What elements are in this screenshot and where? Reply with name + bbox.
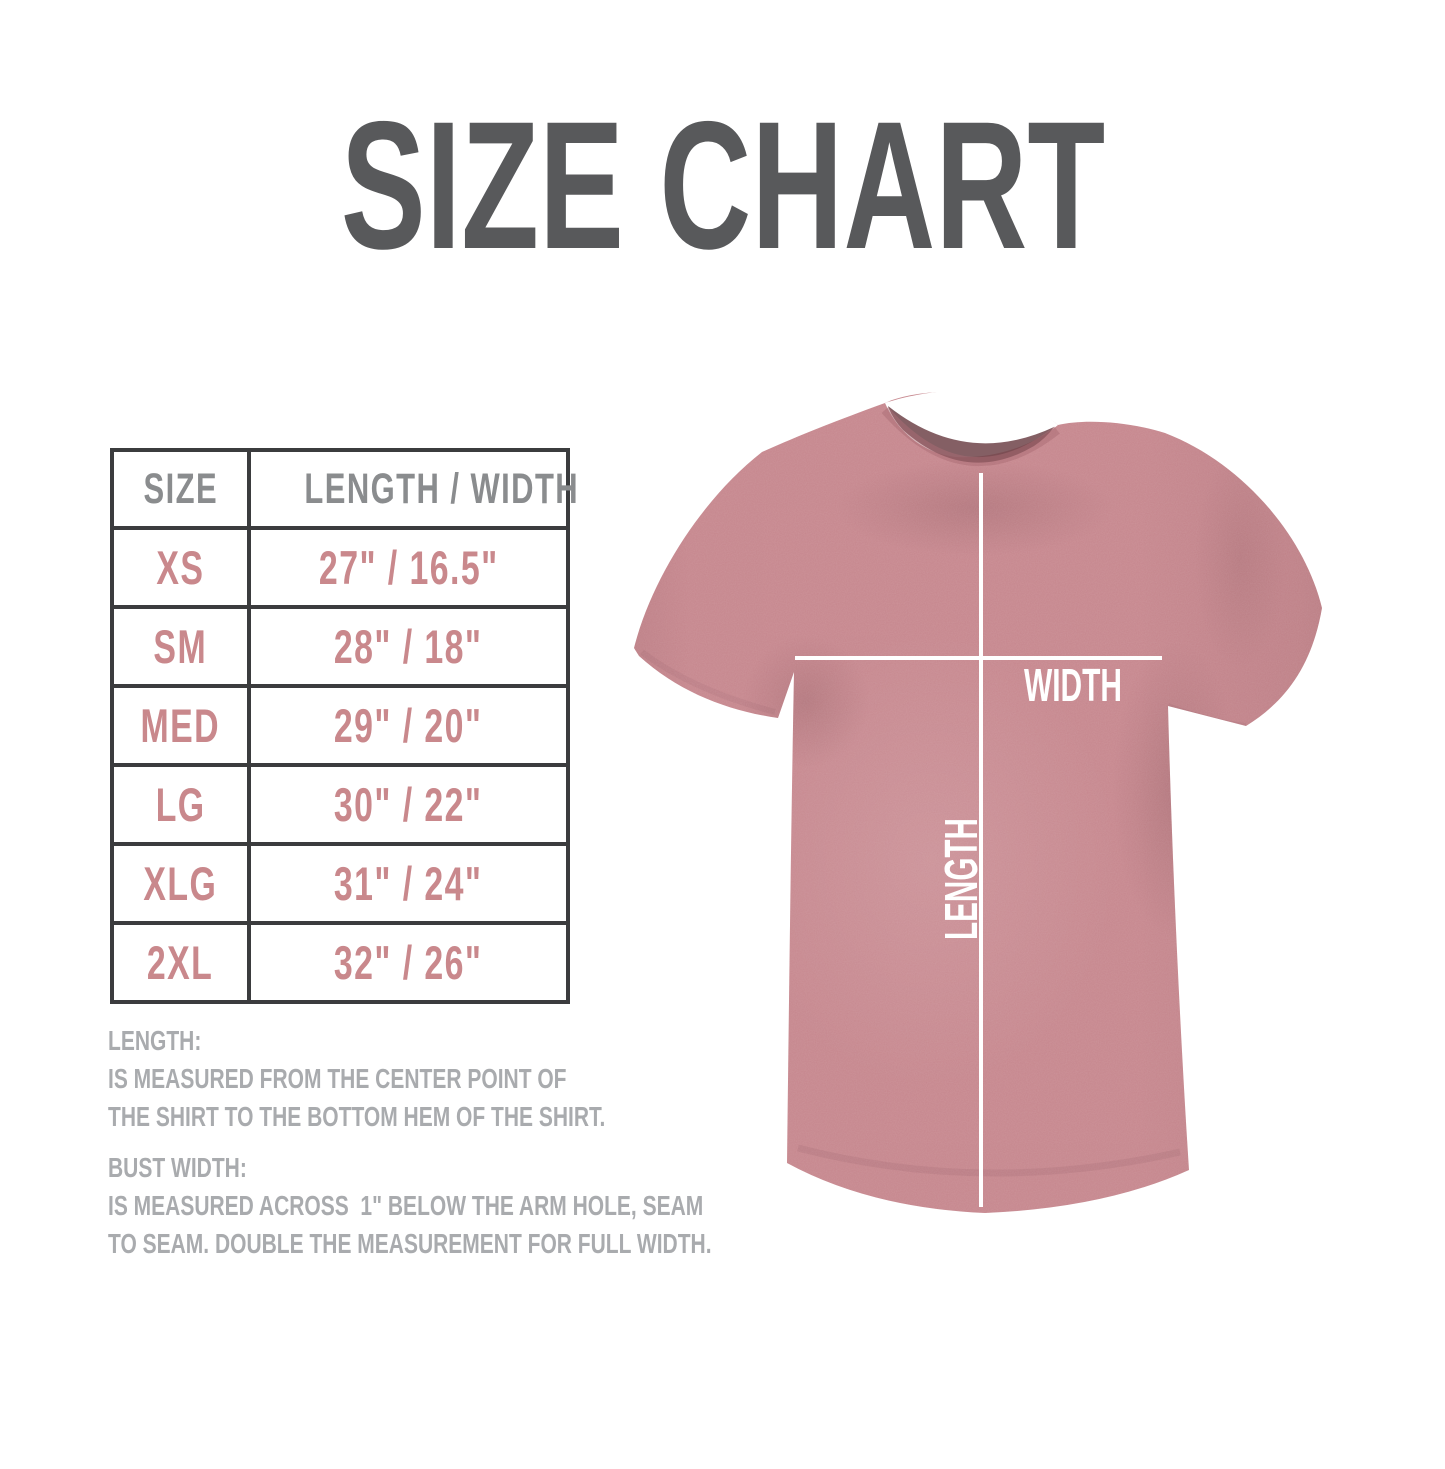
bust-width-note-line: TO SEAM. DOUBLE THE MEASUREMENT FOR FULL…	[108, 1228, 712, 1259]
size-cell: XLG	[110, 842, 251, 925]
length-width-cell: 31" / 24"	[247, 842, 570, 925]
bust-width-note: BUST WIDTH: IS MEASURED ACROSS 1" BELOW …	[108, 1149, 768, 1263]
size-cell: SM	[110, 605, 251, 688]
size-column-header: SIZE	[110, 448, 251, 530]
size-table-header-row: SIZE LENGTH / WIDTH	[110, 448, 578, 530]
size-cell: MED	[110, 684, 251, 767]
length-note-line: THE SHIRT TO THE BOTTOM HEM OF THE SHIRT…	[108, 1101, 606, 1132]
tshirt-body	[634, 390, 1322, 1213]
collar-band-seam	[881, 407, 1060, 466]
bust-width-note-line: IS MEASURED ACROSS 1" BELOW THE ARM HOLE…	[108, 1190, 704, 1221]
measurement-notes: LENGTH: IS MEASURED FROM THE CENTER POIN…	[108, 1022, 768, 1276]
length-label: LENGTH	[935, 818, 987, 940]
bust-width-note-heading: BUST WIDTH:	[108, 1152, 247, 1183]
table-row-lg: LG 30" / 22"	[110, 763, 570, 846]
size-cell: XS	[110, 526, 251, 609]
table-row-xlg: XLG 31" / 24"	[110, 842, 570, 925]
length-note: LENGTH: IS MEASURED FROM THE CENTER POIN…	[108, 1022, 768, 1136]
tshirt-diagram: WIDTH LENGTH	[600, 352, 1352, 1240]
table-row-sm: SM 28" / 18"	[110, 605, 570, 688]
table-row-med: MED 29" / 20"	[110, 684, 570, 767]
table-row-xs: XS 27" / 16.5"	[110, 526, 570, 609]
page-title-text: SIZE CHART	[340, 83, 1105, 287]
table-row-2xl: 2XL 32" / 26"	[110, 921, 570, 1004]
size-cell: 2XL	[110, 921, 251, 1004]
heather-texture	[634, 391, 1322, 1213]
length-width-cell: 29" / 20"	[247, 684, 570, 767]
length-width-cell: 27" / 16.5"	[247, 526, 570, 609]
length-width-cell: 30" / 22"	[247, 763, 570, 846]
length-note-line: IS MEASURED FROM THE CENTER POINT OF	[108, 1063, 567, 1094]
length-note-heading: LENGTH:	[108, 1025, 202, 1056]
width-label: WIDTH	[1024, 659, 1122, 711]
size-table: SIZE LENGTH / WIDTH XS 27" / 16.5" SM 28…	[110, 448, 578, 1004]
measurement-overlay: WIDTH LENGTH	[795, 473, 1162, 1207]
page-title: SIZE CHART	[0, 94, 1445, 276]
length-width-cell: 32" / 26"	[247, 921, 570, 1004]
length-width-column-header: LENGTH / WIDTH	[247, 448, 578, 530]
length-width-cell: 28" / 18"	[247, 605, 570, 688]
size-cell: LG	[110, 763, 251, 846]
